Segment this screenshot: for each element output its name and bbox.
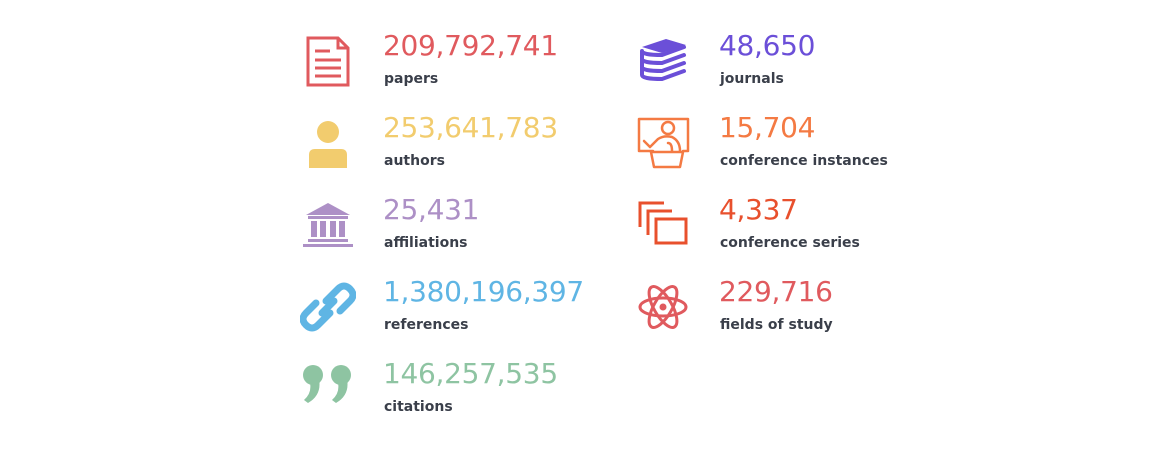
fields-of-study-count: 229,716 bbox=[719, 275, 833, 308]
quote-icon bbox=[300, 361, 356, 417]
references-label: references bbox=[384, 317, 469, 333]
stacked-windows-icon bbox=[636, 197, 692, 253]
presenter-icon bbox=[636, 115, 692, 171]
books-icon bbox=[636, 33, 692, 89]
conference-instances-label: conference instances bbox=[720, 153, 888, 169]
stat-citations: 146,257,535 citations bbox=[300, 357, 600, 427]
authors-label: authors bbox=[384, 153, 445, 169]
papers-label: papers bbox=[384, 71, 439, 87]
citations-label: citations bbox=[384, 399, 453, 415]
stat-conference-series: 4,337 conference series bbox=[636, 193, 936, 263]
affiliations-label: affiliations bbox=[384, 235, 468, 251]
journals-count: 48,650 bbox=[719, 29, 816, 62]
conference-series-count: 4,337 bbox=[719, 193, 798, 226]
journals-label: journals bbox=[720, 71, 784, 87]
conference-series-label: conference series bbox=[720, 235, 860, 251]
stat-journals: 48,650 journals bbox=[636, 29, 936, 99]
affiliations-count: 25,431 bbox=[383, 193, 480, 226]
citations-count: 146,257,535 bbox=[383, 357, 558, 390]
institution-icon bbox=[300, 197, 356, 253]
papers-count: 209,792,741 bbox=[383, 29, 558, 62]
stat-fields-of-study: 229,716 fields of study bbox=[636, 275, 936, 345]
references-count: 1,380,196,397 bbox=[383, 275, 584, 308]
stat-conference-instances: 15,704 conference instances bbox=[636, 111, 936, 181]
stat-references: 1,380,196,397 references bbox=[300, 275, 600, 345]
person-icon bbox=[300, 115, 356, 171]
stat-affiliations: 25,431 affiliations bbox=[300, 193, 600, 263]
stat-papers: 209,792,741 papers bbox=[300, 29, 600, 99]
conference-instances-count: 15,704 bbox=[719, 111, 816, 144]
stat-authors: 253,641,783 authors bbox=[300, 111, 600, 181]
authors-count: 253,641,783 bbox=[383, 111, 558, 144]
fields-of-study-label: fields of study bbox=[720, 317, 833, 333]
document-icon bbox=[300, 33, 356, 89]
link-icon bbox=[300, 279, 356, 335]
atom-icon bbox=[636, 279, 692, 335]
